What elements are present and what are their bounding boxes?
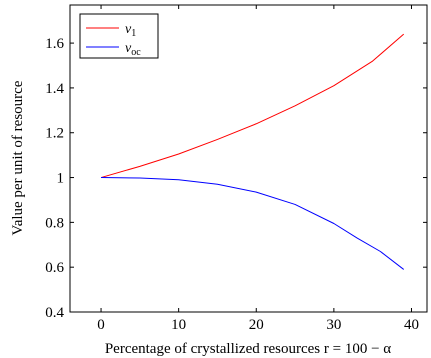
y-tick-label: 0.6 [45,260,64,276]
plot-frame [69,4,428,313]
x-tick-label: 30 [326,317,341,333]
x-tick-label: 40 [404,317,419,333]
legend-label-v1-sub: 1 [131,28,136,39]
legend-label-v1: v1 [125,22,136,39]
x-tick-label: 10 [171,317,186,333]
y-tick-label: 1 [57,171,65,187]
y-tick-label: 1.4 [45,81,64,97]
x-axis-label: Percentage of crystallized resources r =… [105,341,391,357]
series-line-v1 [100,33,405,179]
y-axis-label: Value per unit of resource [10,80,26,235]
x-tick-label: 0 [97,317,105,333]
y-tick-label: 1.6 [45,36,64,52]
y-tick-label: 1.2 [45,126,64,142]
legend-label-voc-sub: oc [131,47,141,58]
legend-label-voc: voc [125,41,141,58]
legend: v1 voc [79,13,159,59]
y-tick-label: 0.4 [45,305,64,321]
x-tick-label: 20 [249,317,264,333]
series-line-voc [101,177,405,270]
y-tick-label: 0.8 [45,215,64,231]
legend-label-v1-main: v [125,22,132,37]
legend-box [79,13,159,59]
legend-label-voc-main: v [125,41,132,56]
